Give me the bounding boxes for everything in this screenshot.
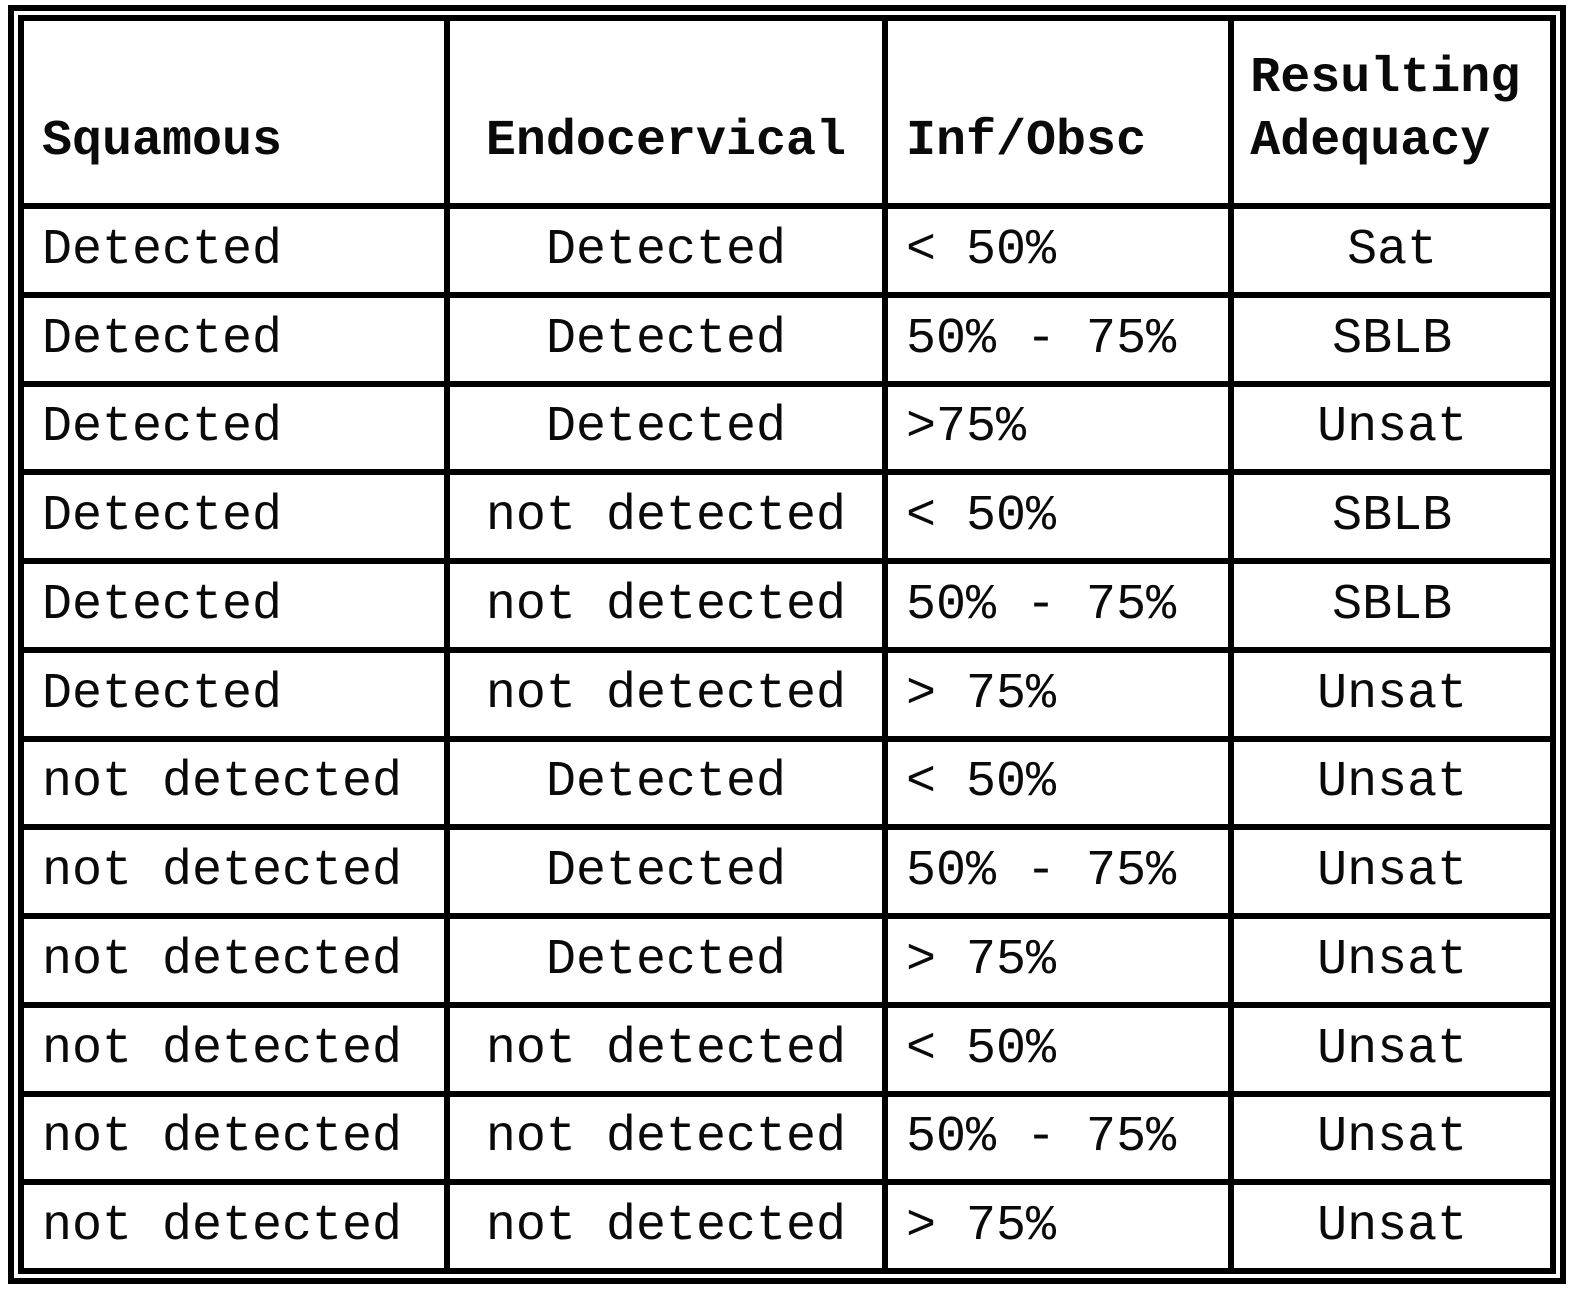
table-cell: SBLB (1228, 291, 1556, 387)
table-cell: Unsat (1228, 646, 1556, 742)
table-frame: Squamous Endocervical Inf/Obsc Resulting… (8, 5, 1566, 1284)
table-cell: Detected (18, 469, 450, 564)
table-cell: Unsat (1228, 380, 1556, 476)
table-cell: Unsat (1228, 735, 1556, 831)
header-squamous: Squamous (18, 15, 450, 209)
table-cell: Unsat (1228, 824, 1556, 919)
table-cell: not detected (18, 735, 450, 831)
table-row: not detected not detected 50% - 75% Unsat (18, 1090, 1556, 1186)
table-row: not detected Detected 50% - 75% Unsat (18, 824, 1556, 919)
header-inf-obsc: Inf/Obsc (882, 15, 1235, 209)
table-cell: < 50% (882, 1001, 1235, 1097)
table-cell: Unsat (1228, 913, 1556, 1008)
table-cell: >75% (882, 380, 1235, 476)
table-cell: not detected (443, 469, 889, 564)
table-cell: not detected (443, 646, 889, 742)
header-endocervical: Endocervical (443, 15, 889, 209)
table-cell: 50% - 75% (882, 824, 1235, 919)
table-cell: Detected (443, 380, 889, 476)
table-cell: Detected (18, 646, 450, 742)
table-cell: < 50% (882, 735, 1235, 831)
table-cell: < 50% (882, 203, 1235, 298)
table-cell: Detected (18, 291, 450, 387)
header-resulting-line: Resulting (1250, 50, 1521, 107)
table-row: Detected not detected < 50% SBLB (18, 469, 1556, 564)
table-cell: not detected (443, 1001, 889, 1097)
table-cell: 50% - 75% (882, 1090, 1235, 1186)
table-cell: Detected (443, 203, 889, 298)
table-cell: Detected (443, 291, 889, 387)
table-cell: 50% - 75% (882, 558, 1235, 653)
table-row: not detected Detected > 75% Unsat (18, 913, 1556, 1008)
table-cell: > 75% (882, 1179, 1235, 1274)
table-cell: not detected (18, 1001, 450, 1097)
table-cell: > 75% (882, 646, 1235, 742)
table-cell: Unsat (1228, 1179, 1556, 1274)
table-cell: Sat (1228, 203, 1556, 298)
table-cell: SBLB (1228, 558, 1556, 653)
table-cell: not detected (18, 824, 450, 919)
table-row: Detected Detected < 50% Sat (18, 203, 1556, 298)
table-row: Detected not detected 50% - 75% SBLB (18, 558, 1556, 653)
table-cell: not detected (18, 1090, 450, 1186)
table-cell: not detected (443, 558, 889, 653)
table-body: Detected Detected < 50% Sat Detected Detected… (18, 203, 1556, 1274)
table-row: not detected not detected > 75% Unsat (18, 1179, 1556, 1274)
table-cell: Detected (18, 380, 450, 476)
table-row: Detected Detected >75% Unsat (18, 380, 1556, 476)
header-row: Squamous Endocervical Inf/Obsc Resulting… (18, 15, 1556, 209)
table-cell: 50% - 75% (882, 291, 1235, 387)
table-cell: not detected (443, 1090, 889, 1186)
header-adequacy-line: Adequacy (1250, 112, 1491, 170)
table-cell: not detected (18, 913, 450, 1008)
table-cell: > 75% (882, 913, 1235, 1008)
table-cell: Unsat (1228, 1090, 1556, 1186)
table-cell: Detected (443, 913, 889, 1008)
table-cell: Detected (443, 735, 889, 831)
table-cell: Unsat (1228, 1001, 1556, 1097)
table-cell: < 50% (882, 469, 1235, 564)
table-cell: Detected (443, 824, 889, 919)
adequacy-table: Squamous Endocervical Inf/Obsc Resulting… (18, 15, 1556, 1274)
table-cell: Detected (18, 558, 450, 653)
table-row: not detected not detected < 50% Unsat (18, 1001, 1556, 1097)
table-row: Detected not detected > 75% Unsat (18, 646, 1556, 742)
table-cell: not detected (18, 1179, 450, 1274)
header-resulting-adequacy: Resulting Adequacy (1228, 15, 1556, 209)
table-cell: Detected (18, 203, 450, 298)
table-row: not detected Detected < 50% Unsat (18, 735, 1556, 831)
table-cell: SBLB (1228, 469, 1556, 564)
table-cell: not detected (443, 1179, 889, 1274)
table-header: Squamous Endocervical Inf/Obsc Resulting… (18, 15, 1556, 209)
table-row: Detected Detected 50% - 75% SBLB (18, 291, 1556, 387)
